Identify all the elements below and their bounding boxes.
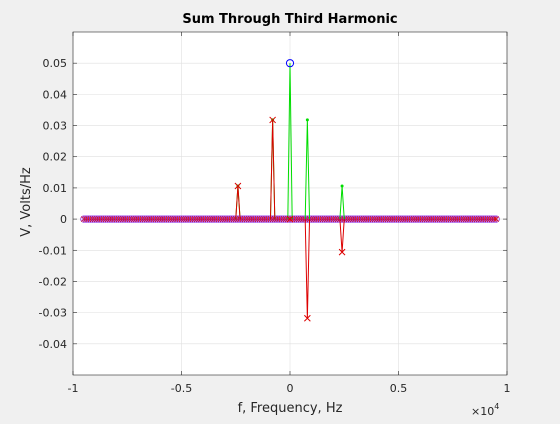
y-tick-label: -0.02 xyxy=(39,275,67,288)
peak-circle-marker xyxy=(285,59,295,68)
baseline-cross-marker xyxy=(491,216,497,222)
x-exponent-base: ×10 xyxy=(471,405,494,418)
y-tick-label: 0.02 xyxy=(43,151,68,164)
y-tick-label: 0.04 xyxy=(43,88,68,101)
baseline-circle-marker xyxy=(492,215,500,223)
chart-title: Sum Through Third Harmonic xyxy=(182,12,397,27)
peak-cross-marker xyxy=(338,248,346,256)
x-tick-label: 0.5 xyxy=(390,382,408,395)
baseline-layer xyxy=(80,215,500,223)
peak-cross-marker xyxy=(234,182,242,190)
x-tick-label: -0.5 xyxy=(171,382,192,395)
spike-line-green xyxy=(287,63,293,220)
baseline-circle-marker xyxy=(490,215,498,223)
peak-point-marker xyxy=(340,184,344,188)
y-tick-label: -0.03 xyxy=(39,307,67,320)
x-tick-label: 1 xyxy=(504,382,511,395)
x-exponent-power: 4 xyxy=(494,402,499,411)
x-tick-label: 0 xyxy=(287,382,294,395)
peak-cross-marker xyxy=(269,116,276,124)
y-tick-label: 0.05 xyxy=(43,57,68,70)
x-tick-label: -1 xyxy=(68,382,79,395)
y-tick-label: -0.04 xyxy=(39,338,67,351)
peak-cross-marker xyxy=(304,314,311,322)
y-tick-label: 0.01 xyxy=(43,182,68,195)
x-axis-label: f, Frequency, Hz xyxy=(238,401,343,416)
tick-layer: -1 -0.5 0 0.5 1 -0.04 -0.03 -0.02 -0.01 0 0.01 0.02… xyxy=(39,32,511,395)
y-tick-label: 0 xyxy=(60,213,67,226)
y-tick-label: 0.03 xyxy=(43,120,68,133)
y-tick-label: -0.01 xyxy=(39,244,67,257)
baseline-cross-marker xyxy=(493,216,499,222)
peak-point-marker xyxy=(305,118,309,122)
peak-cross-marker xyxy=(286,215,294,223)
y-axis-label: V, Volts/Hz xyxy=(19,167,34,237)
x-exponent-label: ×104 xyxy=(471,402,499,418)
baseline-circle-marker xyxy=(488,215,496,223)
series-layer xyxy=(234,59,346,322)
